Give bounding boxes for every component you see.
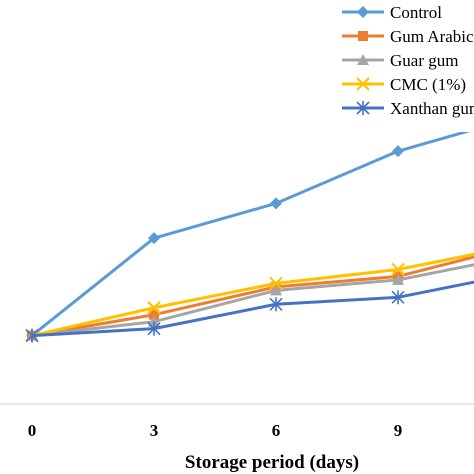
data-point-1-1 [149, 309, 159, 320]
data-point-3-1 [147, 301, 161, 315]
data-point-0-1 [148, 232, 160, 245]
legend-marker [357, 54, 369, 65]
data-point-3-2 [269, 276, 283, 291]
data-point-2-2 [270, 284, 282, 296]
legend-marker [356, 77, 370, 91]
series-line-0 [31, 127, 474, 337]
legend-label: Guar gum [390, 51, 458, 70]
legend-item: Xanthan gum [342, 99, 474, 118]
legend-label: Control [390, 3, 442, 22]
x-tick-label: 3 [150, 421, 159, 440]
legend-item: Control [342, 3, 442, 22]
series-layer [25, 127, 474, 343]
legend-label: Gum Arabic [390, 27, 474, 46]
legend: Control Gum Arabic Guar gum CMC (1%) Xanthan… [334, 0, 474, 132]
data-point-4-3 [391, 290, 405, 305]
data-point-0-2 [270, 197, 282, 210]
data-point-3-3 [391, 262, 405, 277]
x-tick-label: 0 [28, 421, 37, 440]
legend-item: Gum Arabic [342, 27, 474, 46]
legend-item: Guar gum [342, 51, 458, 70]
x-tick-labels: 036912 [28, 421, 403, 440]
legend-marker [357, 6, 369, 18]
data-point-0-3 [392, 145, 404, 158]
data-point-4-0 [25, 328, 39, 343]
series-line-1 [31, 255, 474, 338]
data-point-2-1 [148, 315, 160, 327]
series-line-3 [31, 252, 474, 338]
legend-marker [358, 31, 368, 41]
data-point-4-2 [269, 297, 283, 312]
x-axis-title: Storage period (days) [185, 452, 359, 473]
legend-item: CMC (1%) [342, 75, 466, 94]
x-tick-label: 6 [272, 421, 281, 440]
legend-marker [356, 101, 370, 115]
data-point-2-3 [392, 273, 404, 285]
legend-label: CMC (1%) [390, 75, 466, 94]
data-point-4-1 [147, 321, 161, 336]
legend-background [334, 0, 474, 132]
x-tick-label: 9 [394, 421, 403, 440]
legend-label: Xanthan gum [390, 99, 474, 118]
